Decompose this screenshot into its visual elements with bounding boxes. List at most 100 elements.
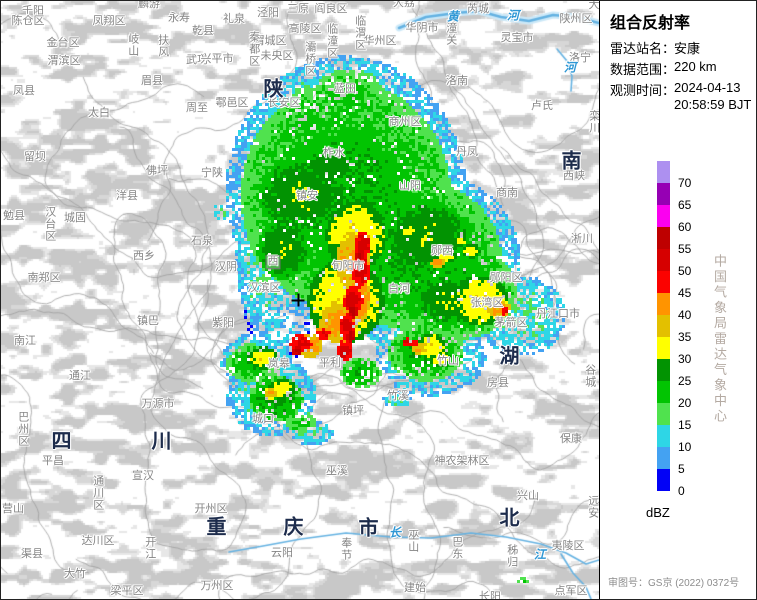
legend-unit-label: dBZ xyxy=(646,505,670,520)
map-label: 石泉 xyxy=(191,235,213,248)
map-label: 礼泉 xyxy=(223,13,245,26)
map-label: 南江 xyxy=(14,335,36,348)
map-label: 镇坪 xyxy=(342,405,364,418)
map-label: 扶风 xyxy=(156,34,169,58)
map-label: 秭归 xyxy=(505,544,518,568)
map-label: 郧西 xyxy=(431,245,453,258)
map-label: 郧阳区 xyxy=(489,272,523,285)
map-label: 高陵区 xyxy=(288,23,322,36)
map-labels: 千阳 麟游 永寿 凤翔区 陈仓区 乾县 金台区 渭滨区 岐山 扶风 武功 兴平市 礼泉 泾阳 三原 阎良区 高陵… xyxy=(1,1,600,600)
map-label: 神农架林区 xyxy=(434,455,490,468)
map-label: 商南 xyxy=(496,187,518,200)
legend-tick-label: 65 xyxy=(678,198,692,212)
map-label: 西乡 xyxy=(133,250,155,263)
map-label: 万州区 xyxy=(200,580,234,593)
map-label-river: 长 xyxy=(388,525,402,540)
map-label: 张湾区 xyxy=(470,297,504,310)
map-label: 华州区 xyxy=(363,35,397,48)
data-range-label: 数据范围： xyxy=(610,62,676,77)
map-label: 泾阳 xyxy=(257,7,279,20)
map-label: 陕州区 xyxy=(559,13,593,26)
legend-color-band xyxy=(657,161,670,183)
map-label: 长安区 xyxy=(267,97,301,110)
map-label: 巴东 xyxy=(450,536,463,560)
map-label: 巴州区 xyxy=(16,411,29,447)
map-label: 灞桥区 xyxy=(303,41,316,77)
map-label-province: 北 xyxy=(499,507,521,530)
map-label: 宁陕 xyxy=(201,167,223,180)
map-label: 商州区 xyxy=(388,116,422,129)
map-label: 平利 xyxy=(319,357,341,370)
map-label: 临渭区 xyxy=(353,15,366,51)
legend-tick-label: 30 xyxy=(678,352,692,366)
map-label: 建始 xyxy=(404,582,426,595)
obs-time-label: 观测时间： xyxy=(610,83,676,98)
legend-tick-label: 35 xyxy=(678,330,692,344)
map-label: 洋县 xyxy=(116,190,138,203)
map-label: 蓝田 xyxy=(334,83,356,96)
legend-tick-label: 40 xyxy=(678,308,692,322)
map-label: 镇安 xyxy=(296,190,318,203)
map-label: 紫阳 xyxy=(212,317,234,330)
map-label: 远安 xyxy=(586,495,599,519)
legend-color-band xyxy=(657,249,670,271)
radar-map: 千阳 麟游 永寿 凤翔区 陈仓区 乾县 金台区 渭滨区 岐山 扶风 武功 兴平市 礼泉 泾阳 三原 阎良区 高陵… xyxy=(1,1,600,600)
map-label: 淅川 xyxy=(571,233,593,246)
station-name-value: 安康 xyxy=(674,41,701,56)
map-label: 大竹 xyxy=(64,568,86,581)
map-label-province: 重 xyxy=(206,516,228,539)
map-label: 麟游 xyxy=(138,1,160,11)
map-label: 山阳 xyxy=(399,180,421,193)
map-label: 竹溪 xyxy=(387,390,409,403)
map-label: 芮城 xyxy=(467,3,489,16)
reflectivity-legend xyxy=(657,161,670,491)
legend-tick-label: 50 xyxy=(678,264,692,278)
map-label: 汉滨区 xyxy=(247,282,281,295)
map-label: 汉台区 xyxy=(43,206,56,242)
legend-color-band xyxy=(657,271,670,293)
map-label: 佛坪 xyxy=(146,165,168,178)
obs-time-row: 观测时间： 2024-04-13 xyxy=(610,80,741,99)
map-label-province: 南 xyxy=(561,150,583,173)
map-label: 长阳 xyxy=(479,591,501,600)
map-label: 通江 xyxy=(69,370,91,383)
map-label: 栾川 xyxy=(587,110,599,134)
map-label: 丹江口市 xyxy=(536,308,580,321)
map-label: 金台区 xyxy=(46,37,80,50)
map-label: 开州区 xyxy=(194,503,228,516)
legend-color-band xyxy=(657,205,670,227)
map-label: 乾县 xyxy=(192,25,214,38)
info-panel: 组合反射率 雷达站名： 安康 数据范围： 220 km 观测时间： 2024-0… xyxy=(599,1,756,599)
legend-tick-label: 25 xyxy=(678,374,692,388)
legend-tick-label: 55 xyxy=(678,242,692,256)
map-label: 大 xyxy=(588,1,600,12)
map-label: 达川区 xyxy=(81,535,115,548)
legend-tick-label: 45 xyxy=(678,286,692,300)
map-label: 洛宁 xyxy=(569,52,591,65)
obs-time-clock: 20:58:59 BJT xyxy=(674,97,752,112)
map-label: 汉阴 xyxy=(215,261,237,274)
legend-color-band xyxy=(657,183,670,205)
map-label: 巫山 xyxy=(406,529,419,553)
map-label: 夷陵区 xyxy=(551,540,585,553)
map-label: 卢氏 xyxy=(531,100,553,113)
legend-color-band xyxy=(657,359,670,381)
obs-time-date: 2024-04-13 xyxy=(674,80,741,95)
station-name-row: 雷达站名： 安康 xyxy=(610,38,700,57)
map-label-river: 河 xyxy=(506,8,520,23)
legend-tick-label: 70 xyxy=(678,176,692,190)
radar-station-marker xyxy=(291,293,305,307)
map-label: 营山 xyxy=(2,503,24,516)
map-label: 西峡 xyxy=(563,170,585,183)
legend-color-band xyxy=(657,403,670,425)
station-name-label: 雷达站名： xyxy=(610,41,676,56)
watermark-text: 中国气象局雷达气象中心 xyxy=(712,254,727,425)
legend-tick-label: 0 xyxy=(678,484,685,498)
map-label: 柞水 xyxy=(323,147,345,160)
map-label: 兴平市 xyxy=(200,53,234,66)
map-label: 秦都区 xyxy=(247,31,260,67)
map-label: 点军区 xyxy=(554,585,588,598)
map-label-province: 庆 xyxy=(283,516,305,539)
map-label: 太白 xyxy=(88,107,110,120)
